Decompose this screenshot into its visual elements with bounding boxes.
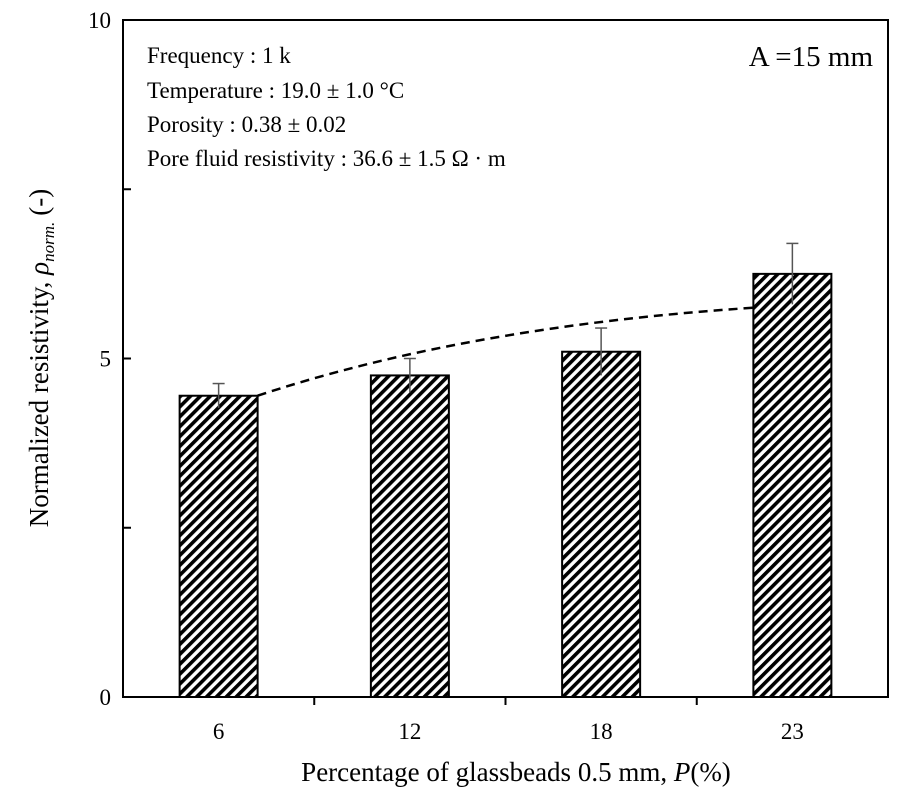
x-axis-label: Percentage of glassbeads 0.5 mm, P(%) bbox=[301, 757, 731, 787]
condition-frequency: Frequency : 1 k bbox=[147, 43, 291, 68]
error-bars-group bbox=[212, 242, 799, 408]
bar-12 bbox=[369, 374, 450, 698]
x-axis-label-text: Percentage of glassbeads 0.5 mm, bbox=[301, 757, 667, 787]
condition-porosity: Porosity : 0.38 ± 0.02 bbox=[147, 112, 346, 137]
bar-23 bbox=[752, 272, 833, 698]
y-axis-label-unit: (-) bbox=[24, 189, 54, 216]
bar-6 bbox=[178, 394, 259, 698]
x-tick-label-18: 18 bbox=[590, 719, 613, 744]
trend-line-group bbox=[257, 306, 754, 397]
x-axis-label-unit: (%) bbox=[690, 757, 730, 787]
x-tick-label-23: 23 bbox=[781, 719, 804, 744]
condition-pore-fluid: Pore fluid resistivity : 36.6 ± 1.5 Ω · … bbox=[147, 146, 506, 171]
y-tick-label-0: 0 bbox=[100, 685, 112, 710]
x-tick-label-12: 12 bbox=[398, 719, 421, 744]
y-tick-label-5: 5 bbox=[100, 347, 112, 372]
x-tick-label-6: 6 bbox=[213, 719, 225, 744]
trend-line bbox=[257, 306, 754, 397]
y-axis-label-text: Normalized resistivity, bbox=[24, 282, 54, 528]
size-annotation: A =15 mm bbox=[749, 41, 874, 73]
bars-group bbox=[178, 272, 833, 698]
y-tick-label-10: 10 bbox=[88, 8, 111, 33]
x-ticks-group: 6 12 18 23 bbox=[213, 697, 804, 744]
x-axis-label-var: P bbox=[673, 757, 691, 787]
y-axis-label-sub: norm. bbox=[39, 222, 58, 262]
condition-temperature: Temperature : 19.0 ± 1.0 °C bbox=[147, 78, 404, 103]
y-axis-label: Normalized resistivity, ρnorm. (-) bbox=[24, 189, 58, 528]
y-ticks-group: 0 5 10 bbox=[88, 8, 131, 710]
y-axis-label-var: ρ bbox=[24, 262, 54, 276]
bar-18 bbox=[561, 350, 642, 698]
